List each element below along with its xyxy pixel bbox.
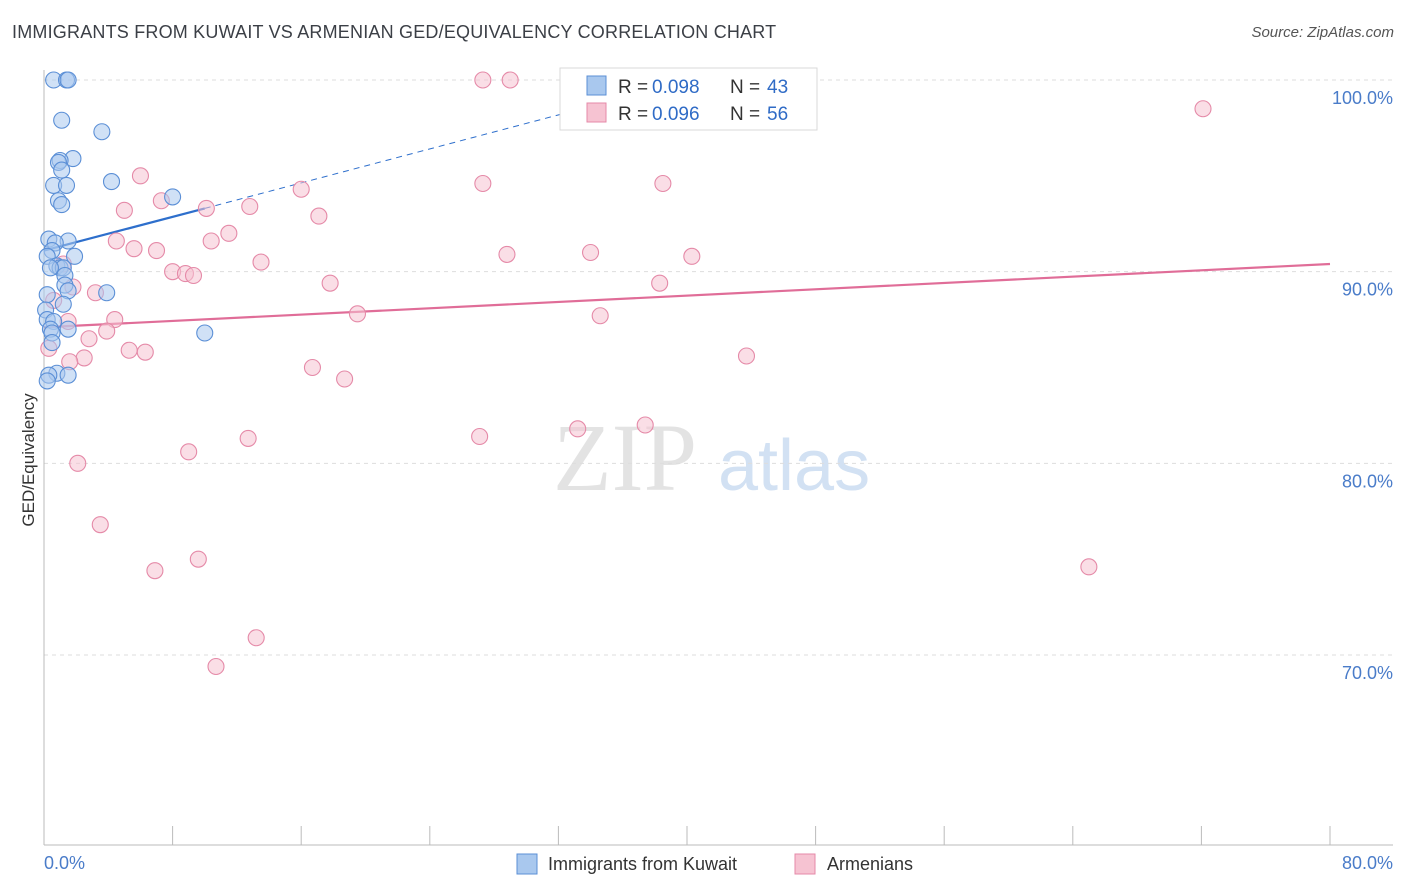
armenians-point-54 bbox=[207, 657, 225, 676]
legend-swatch-armenians bbox=[586, 102, 607, 123]
legend-box: R = 0.098 N = 43 R = 0.096 N = 56 bbox=[559, 67, 818, 131]
watermark-atlas: atlas bbox=[718, 426, 870, 506]
trend-line-kuwait-extension bbox=[204, 110, 575, 209]
kuwait-point-4 bbox=[93, 123, 111, 141]
kuwait-point-20 bbox=[65, 247, 84, 265]
armenians-point-51 bbox=[189, 550, 207, 568]
armenians-point-43 bbox=[636, 416, 654, 434]
armenians-point-39 bbox=[737, 347, 756, 365]
legend-swatch-kuwait bbox=[586, 75, 607, 96]
y-tick-label-100: 100.0% bbox=[1332, 88, 1393, 108]
armenians-point-40 bbox=[75, 349, 93, 367]
armenians-point-8 bbox=[241, 197, 259, 216]
armenians-point-50 bbox=[1080, 558, 1098, 576]
armenians-point-20 bbox=[252, 253, 270, 271]
armenians-point-53 bbox=[247, 629, 265, 647]
armenians-point-34 bbox=[98, 322, 116, 340]
bottom-legend-label-kuwait: Immigrants from Kuwait bbox=[548, 854, 737, 874]
kuwait-point-42 bbox=[38, 372, 56, 390]
kuwait-point-24 bbox=[41, 259, 59, 277]
legend-r-value-armenians: 0.096 bbox=[652, 104, 700, 125]
y-tick-labels: 70.0% 80.0% 90.0% 100.0% bbox=[1332, 88, 1393, 683]
x-tick-label-min: 0.0% bbox=[44, 853, 85, 873]
kuwait-point-28 bbox=[98, 284, 116, 302]
armenians-point-3 bbox=[131, 167, 149, 185]
armenians-point-19 bbox=[683, 247, 701, 265]
armenians-point-35 bbox=[80, 330, 98, 348]
kuwait-point-12 bbox=[164, 188, 182, 206]
armenians-point-38 bbox=[136, 343, 154, 361]
armenians-point-1 bbox=[501, 71, 519, 89]
legend-n-label-kuwait: N = bbox=[730, 77, 760, 98]
armenians-point-52 bbox=[146, 562, 164, 580]
armenians-point-12 bbox=[220, 224, 238, 242]
armenians-point-48 bbox=[69, 454, 87, 472]
armenians-point-9 bbox=[197, 199, 215, 217]
kuwait-point-29 bbox=[38, 286, 56, 304]
armenians-point-31 bbox=[591, 307, 609, 325]
kuwait-point-11 bbox=[57, 176, 76, 194]
armenians-point-5 bbox=[654, 174, 672, 193]
bottom-legend-swatch-armenians bbox=[794, 853, 816, 875]
armenians-point-41 bbox=[303, 358, 322, 377]
kuwait-point-14 bbox=[53, 196, 71, 214]
legend-n-value-armenians: 56 bbox=[767, 104, 788, 125]
y-tick-label-90: 90.0% bbox=[1342, 280, 1393, 300]
kuwait-point-40 bbox=[59, 366, 77, 384]
series-armenians bbox=[40, 71, 1212, 676]
kuwait-point-37 bbox=[196, 324, 214, 342]
legend-n-value-kuwait: 43 bbox=[767, 77, 788, 98]
armenians-point-10 bbox=[115, 201, 133, 219]
source-label: Source: ZipAtlas.com bbox=[1251, 24, 1394, 41]
armenians-point-45 bbox=[471, 427, 489, 446]
series-kuwait bbox=[37, 71, 214, 390]
armenians-point-0 bbox=[474, 71, 492, 89]
armenians-point-46 bbox=[239, 429, 257, 447]
armenians-point-25 bbox=[321, 274, 339, 292]
armenians-point-16 bbox=[125, 240, 143, 258]
armenians-point-14 bbox=[107, 232, 125, 250]
legend-n-label-armenians: N = bbox=[730, 104, 760, 125]
trend-line-armenians bbox=[43, 262, 1331, 329]
bottom-legend: Immigrants from Kuwait Armenians bbox=[516, 853, 913, 875]
y-tick-label-70: 70.0% bbox=[1342, 663, 1393, 683]
grid-lines bbox=[44, 79, 1393, 656]
kuwait-point-3 bbox=[53, 111, 71, 129]
armenians-point-26 bbox=[651, 274, 669, 292]
armenians-point-2 bbox=[1194, 100, 1212, 118]
armenians-point-37 bbox=[120, 341, 138, 359]
kuwait-point-38 bbox=[43, 334, 61, 352]
armenians-point-47 bbox=[180, 443, 198, 461]
chart-title: IMMIGRANTS FROM KUWAIT VS ARMENIAN GED/E… bbox=[12, 22, 777, 42]
armenians-point-11 bbox=[310, 207, 328, 225]
armenians-point-13 bbox=[202, 232, 220, 250]
armenians-point-17 bbox=[498, 245, 516, 263]
kuwait-point-9 bbox=[102, 173, 121, 191]
legend-r-label-kuwait: R = bbox=[618, 77, 648, 98]
armenians-point-18 bbox=[581, 243, 600, 262]
kuwait-point-8 bbox=[53, 161, 71, 179]
x-tick-label-max: 80.0% bbox=[1342, 853, 1393, 873]
y-tick-label-80: 80.0% bbox=[1342, 471, 1393, 491]
armenians-point-42 bbox=[336, 370, 354, 388]
kuwait-point-30 bbox=[54, 295, 72, 313]
armenians-point-30 bbox=[348, 305, 367, 323]
bottom-legend-label-armenians: Armenians bbox=[827, 854, 913, 874]
kuwait-point-35 bbox=[59, 320, 77, 338]
armenians-point-4 bbox=[474, 174, 492, 193]
axes bbox=[43, 70, 1393, 846]
watermark-zip: ZIP bbox=[553, 404, 697, 511]
legend-r-label-armenians: R = bbox=[618, 104, 648, 125]
y-axis-title: GED/Equivalency bbox=[19, 393, 38, 527]
bottom-legend-swatch-kuwait bbox=[516, 853, 538, 875]
armenians-point-49 bbox=[91, 516, 109, 534]
armenians-point-24 bbox=[184, 266, 203, 285]
armenians-point-6 bbox=[292, 180, 310, 198]
armenians-point-44 bbox=[569, 420, 587, 438]
kuwait-point-2 bbox=[59, 71, 77, 89]
armenians-point-15 bbox=[147, 242, 166, 260]
legend-r-value-kuwait: 0.098 bbox=[652, 77, 700, 98]
trend-lines bbox=[43, 110, 1331, 329]
